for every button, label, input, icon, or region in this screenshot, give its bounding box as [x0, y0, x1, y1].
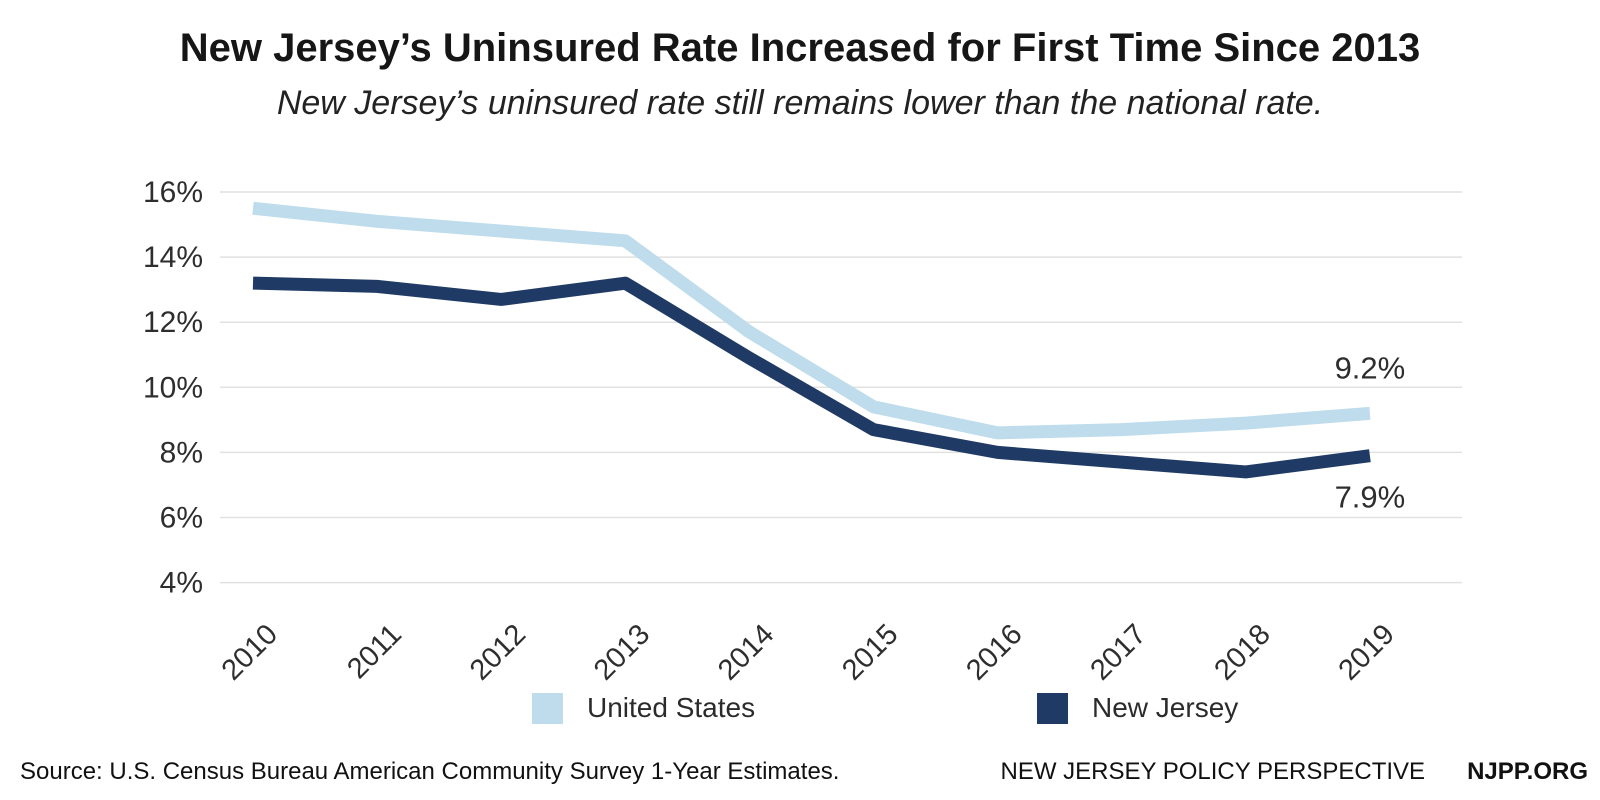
footer: Source: U.S. Census Bureau American Comm… [0, 758, 1600, 786]
series-line-united-states [252, 201, 1371, 440]
chart-subtitle: New Jersey’s uninsured rate still remain… [276, 84, 1324, 122]
data-label: 9.2% [1335, 350, 1406, 385]
legend-swatch-new-jersey [1037, 692, 1068, 724]
footer-right: NEW JERSEY POLICY PERSPECTIVE NJPP.ORG [1000, 758, 1588, 786]
x-axis-tick-label: 2017 [1084, 618, 1152, 686]
x-axis-tick-label: 2015 [836, 618, 904, 686]
legend-item-new-jersey: New Jersey [1037, 692, 1238, 724]
y-axis-tick-label: 14% [143, 241, 203, 274]
org-name: NEW JERSEY POLICY PERSPECTIVE [1000, 758, 1426, 785]
series-line-new-jersey [252, 276, 1371, 479]
x-axis-tick-label: 2016 [960, 618, 1028, 686]
y-axis-tick-label: 16% [143, 176, 203, 209]
x-axis-tick-label: 2013 [588, 618, 656, 686]
y-axis-tick-label: 10% [143, 371, 203, 404]
chart-title: New Jersey’s Uninsured Rate Increased fo… [179, 26, 1421, 70]
y-axis-tick-label: 4% [160, 567, 203, 600]
y-axis-tick-label: 6% [160, 502, 203, 535]
x-axis-tick-label: 2014 [712, 618, 780, 686]
y-axis-tick-label: 12% [143, 306, 203, 339]
x-axis-tick-label: 2011 [341, 618, 408, 685]
site-name: NJPP.ORG [1467, 758, 1588, 785]
y-axis-tick-label: 8% [160, 436, 203, 469]
x-axis-tick-label: 2012 [464, 618, 532, 686]
legend-label-new-jersey: New Jersey [1092, 692, 1239, 723]
legend-swatch-united-states [532, 692, 563, 724]
data-label: 7.9% [1335, 480, 1406, 515]
legend-item-united-states: United States [532, 692, 755, 724]
x-axis-tick-label: 2019 [1333, 618, 1401, 686]
source-note: Source: U.S. Census Bureau American Comm… [20, 758, 840, 785]
x-axis-tick-label: 2010 [216, 618, 284, 686]
legend-label-united-states: United States [587, 692, 756, 723]
x-axis-tick-label: 2018 [1209, 618, 1277, 686]
